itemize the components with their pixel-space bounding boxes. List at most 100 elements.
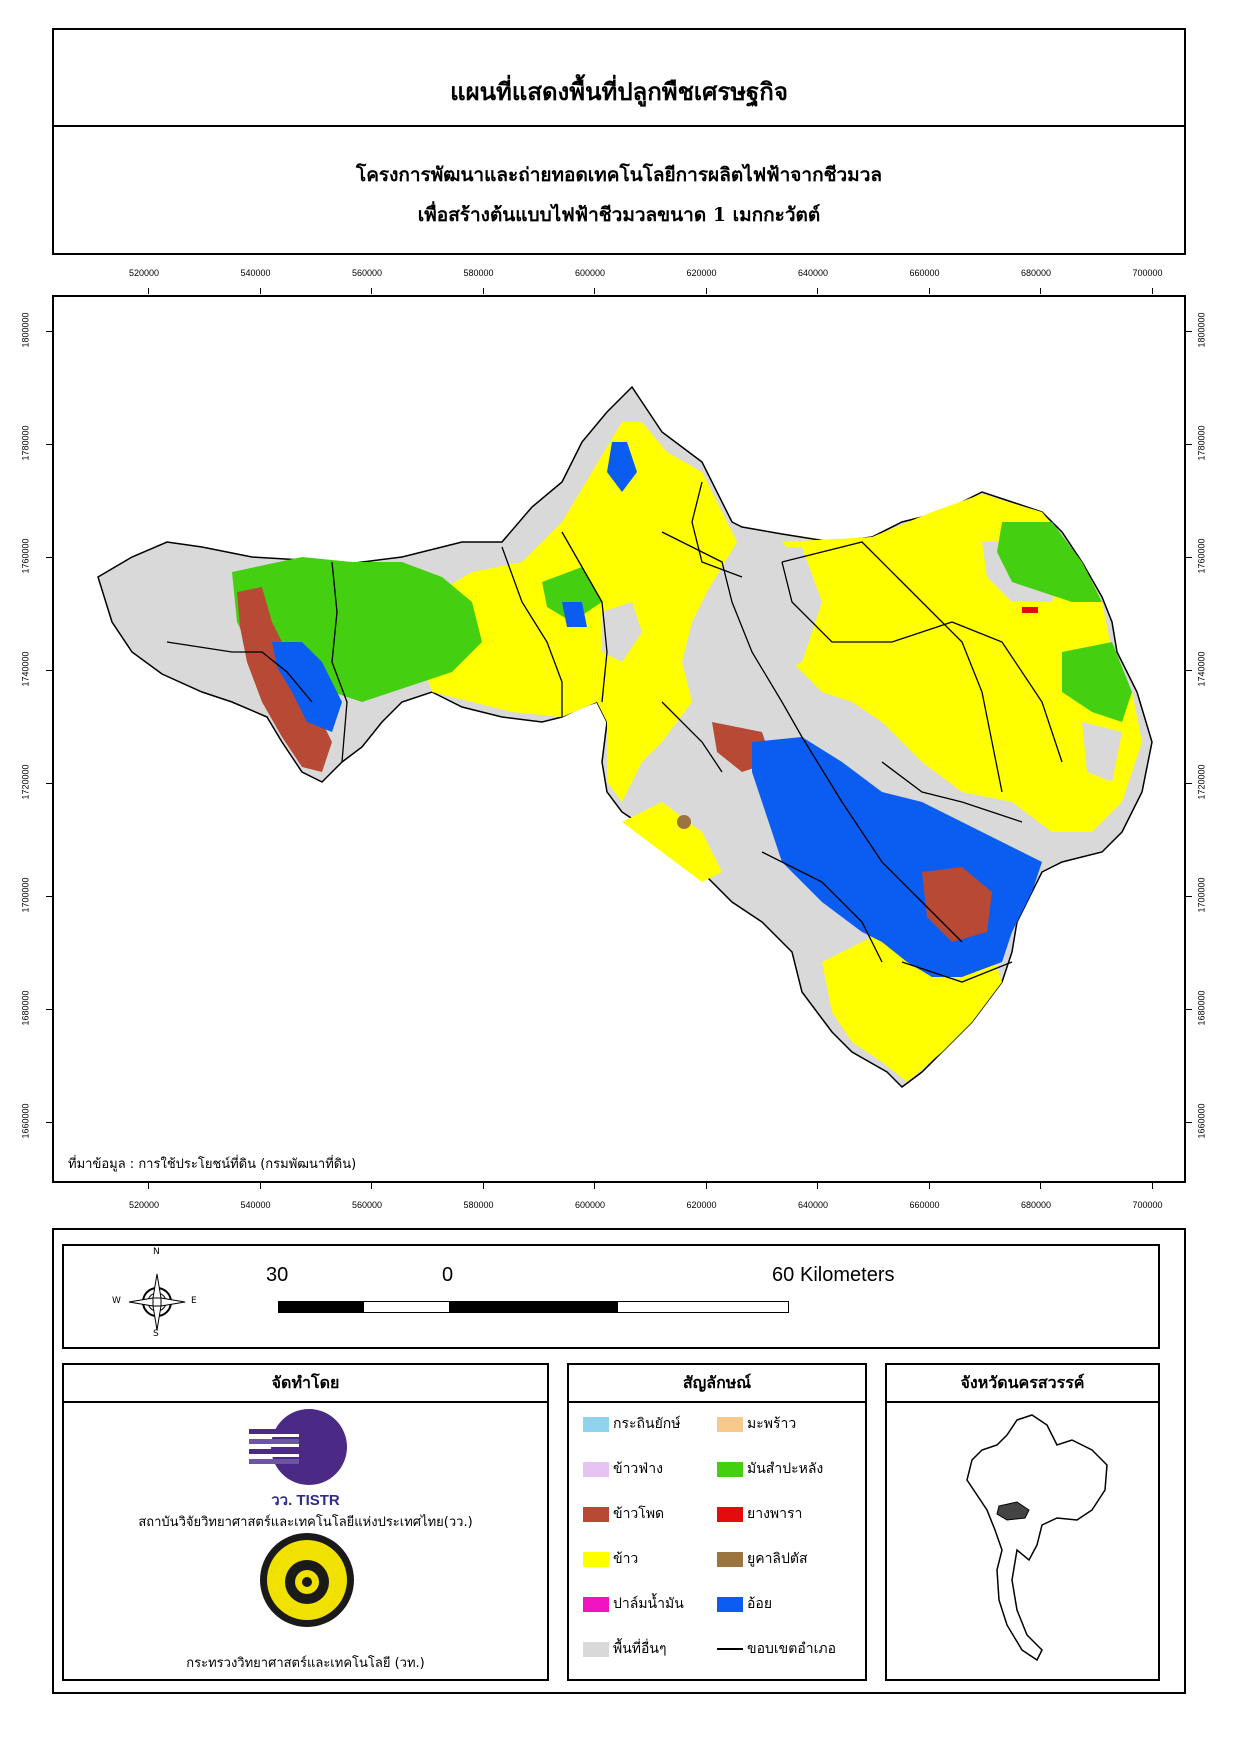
x-tick-mark (1151, 288, 1153, 294)
title-divider (54, 125, 1184, 127)
y-tick-mark (1186, 331, 1192, 332)
scale-label-0: 0 (442, 1264, 454, 1286)
x-tick-mark (148, 1183, 149, 1189)
x-tick-mark (594, 288, 595, 294)
y-tick-label: 1740000 (1196, 651, 1207, 687)
x-tick-label: 680000 (1021, 1200, 1052, 1210)
x-tick-mark (817, 1183, 818, 1189)
x-tick-label: 640000 (798, 1200, 829, 1210)
compass-n: N (153, 1247, 160, 1257)
x-tick-mark (1040, 288, 1041, 294)
scale-label-60: 60 (772, 1264, 795, 1286)
scale-label-30: 30 (266, 1264, 289, 1286)
nakhon-sawan-province (996, 1501, 1030, 1521)
district-boundaries (166, 481, 1063, 983)
legend-swatch (583, 1506, 609, 1522)
inset-panel: จังหวัดนครสวรรค์ (885, 1363, 1160, 1681)
y-tick-mark (1186, 670, 1192, 671)
y-tick-mark (46, 557, 52, 558)
x-tick-mark (1040, 1183, 1041, 1189)
cassava-area (542, 567, 602, 622)
y-tick-mark (1186, 444, 1192, 445)
legend-swatch (583, 1641, 609, 1657)
thailand-inset-map (966, 1414, 1108, 1662)
legend-header: สัญลักษณ์ (569, 1365, 865, 1403)
legend-item: ขอบเขตอำเภอ (717, 1638, 836, 1660)
legend-swatch (583, 1461, 609, 1477)
y-tick-label: 1800000 (1196, 312, 1207, 348)
legend-label: ขอบเขตอำเภอ (747, 1641, 837, 1657)
legend-item: พื้นที่อื่นๆ (583, 1638, 667, 1660)
x-tick-mark (1151, 1183, 1153, 1189)
other-area (1082, 722, 1122, 782)
legend-item: อ้อย (717, 1593, 772, 1615)
legend-item: ข้าวฟ่าง (583, 1458, 663, 1480)
legend-swatch (717, 1461, 743, 1477)
legend-label: กระถินยักษ์ (613, 1416, 681, 1432)
legend-swatch (717, 1596, 743, 1612)
x-tick-label: 600000 (575, 1200, 606, 1210)
x-tick-label: 560000 (352, 1200, 383, 1210)
x-tick-label: 540000 (240, 268, 271, 278)
compass-icon (128, 1273, 186, 1331)
x-tick-mark (371, 1183, 372, 1189)
legend-label: ข้าวโพด (613, 1506, 665, 1522)
rice-area (622, 802, 722, 882)
y-tick-label: 1700000 (20, 877, 31, 913)
legend-item: ข้าว (583, 1548, 638, 1570)
x-tick-mark (482, 288, 484, 294)
map-title: แผนที่แสดงพื้นที่ปลูกพืชเศรษฐกิจ (450, 77, 788, 106)
y-tick-mark (46, 331, 52, 332)
legend-label: มันสำปะหลัง (747, 1461, 824, 1477)
legend-item: กระถินยักษ์ (583, 1413, 680, 1435)
legend-label: ปาล์มน้ำมัน (613, 1596, 684, 1612)
y-tick-label: 1700000 (1196, 877, 1207, 913)
x-tick-label: 540000 (240, 1200, 271, 1210)
legend-swatch (717, 1506, 743, 1522)
most-emblem (260, 1533, 354, 1627)
legend-item: ยางพารา (717, 1503, 802, 1525)
x-tick-label: 700000 (1132, 268, 1163, 278)
legend-label: พื้นที่อื่นๆ (613, 1641, 667, 1657)
y-tick-mark (1186, 896, 1192, 897)
y-tick-label: 1780000 (20, 425, 31, 461)
x-tick-label: 680000 (1021, 268, 1052, 278)
eucalyptus-area (677, 815, 691, 829)
x-tick-label: 560000 (352, 268, 383, 278)
legend-item: มันสำปะหลัง (717, 1458, 823, 1480)
x-tick-label: 620000 (686, 268, 717, 278)
x-tick-mark (482, 1183, 484, 1189)
y-tick-label: 1760000 (1196, 538, 1207, 574)
legend-label: ยูคาลิปตัส (747, 1551, 808, 1567)
y-tick-mark (46, 1122, 52, 1123)
compass-w: W (112, 1296, 121, 1306)
x-tick-label: 700000 (1132, 1200, 1163, 1210)
x-tick-mark (928, 1183, 930, 1189)
y-tick-label: 1660000 (1196, 1103, 1207, 1139)
project-title-line1: โครงการพัฒนาและถ่ายทอดเทคโนโลยีการผลิตไฟ… (355, 164, 883, 186)
legend-item: ยูคาลิปตัส (717, 1548, 808, 1570)
legend-line-swatch (717, 1648, 743, 1650)
scale-panel: N S E W 30 0 60 Kilometers (62, 1244, 1160, 1349)
data-source: ที่มาข้อมูล : การใช้ประโยชน์ที่ดิน (กรมพ… (68, 1157, 357, 1172)
legend-panel: สัญลักษณ์ กระถินยักษ์ มะพร้าว ข้าวฟ่าง มันส… (567, 1363, 867, 1681)
legend-label: ข้าว (613, 1551, 639, 1567)
legend-item: ปาล์มน้ำมัน (583, 1593, 684, 1615)
legend-label: อ้อย (747, 1596, 773, 1612)
province-map (97, 385, 1153, 1088)
rubber-area (1022, 607, 1038, 613)
other-area (602, 602, 642, 662)
y-tick-label: 1720000 (20, 764, 31, 800)
y-tick-label: 1780000 (1196, 425, 1207, 461)
org2-name: กระทรวงวิทยาศาสตร์และเทคโนโลยี (วท.) (186, 1656, 425, 1671)
cassava-area (997, 522, 1102, 602)
y-tick-mark (46, 896, 52, 897)
y-tick-mark (46, 670, 52, 671)
x-tick-mark (705, 1183, 707, 1189)
y-tick-label: 1660000 (20, 1103, 31, 1139)
x-tick-label: 580000 (463, 1200, 494, 1210)
producer-header: จัดทำโดย (64, 1365, 547, 1403)
y-tick-label: 1740000 (20, 651, 31, 687)
compass-s: S (153, 1329, 159, 1339)
map-frame: ที่มาข้อมูล : การใช้ประโยชน์ที่ดิน (กรมพ… (52, 295, 1186, 1183)
